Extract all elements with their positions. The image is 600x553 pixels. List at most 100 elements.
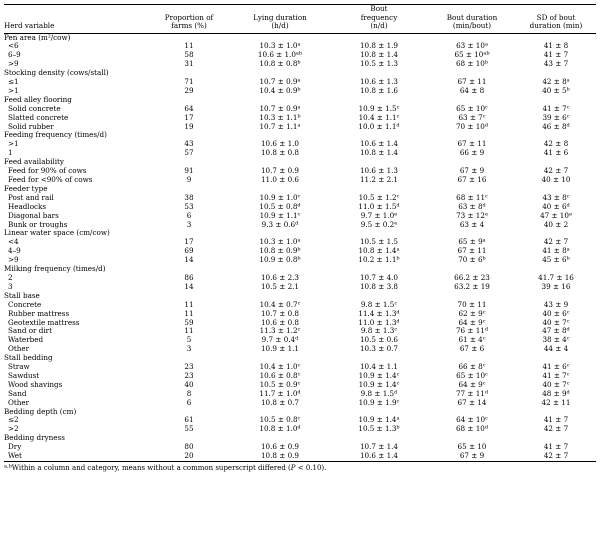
bout-duration-value: 67 ± 9 <box>459 451 485 461</box>
bout-frequency-value: 10.6 ± 1.3 <box>359 166 399 176</box>
lying-duration-cell: 10.6 ± 0.9 <box>230 442 330 452</box>
bout-duration-cell: 77 ± 11d <box>428 389 516 399</box>
table-row: 6–9 58 10.6 ± 1.0ab 10.8 ± 1.4 65 ± 10ab 41 ±… <box>4 50 596 60</box>
significance-superscript: c <box>297 326 301 333</box>
lying-duration-value: 10.8 ± 0.8 <box>259 59 298 69</box>
table-row: 2 86 10.6 ± 2.3 10.7 ± 4.0 66.2 ± 23 41.7 ± 1… <box>4 273 596 283</box>
row-label: >1 <box>8 139 19 149</box>
significance-superscript: c <box>482 318 486 324</box>
sd-bout-duration-value: 40 ± 6 <box>542 201 567 211</box>
bout-duration-cell: 65 ± 10ab <box>428 50 516 60</box>
significance-superscript: a <box>297 104 301 111</box>
bout-frequency-cell: 10.5 ± 1.2c <box>330 193 428 203</box>
row-label: ≤2 <box>8 415 19 425</box>
table-row: >9 14 10.9 ± 0.8b 10.2 ± 1.1b 70 ± 6b 45 ± 6b <box>4 255 596 265</box>
header-herd-variable: Herd variable <box>4 21 55 30</box>
significance-superscript: c <box>566 193 570 200</box>
sd-bout-duration-cell: 41 ± 6c <box>516 362 596 372</box>
sd-bout-duration-cell: 40 ± 5b <box>516 86 596 96</box>
proportion-cell: 8 <box>186 388 192 398</box>
bout-duration-cell: 70 ± 11 <box>428 300 516 310</box>
table-footnote: a,bWithin a column and category, means w… <box>4 464 596 473</box>
bout-frequency-cell: 11.4 ± 1.3d <box>330 309 428 319</box>
table-row: 4–9 69 10.8 ± 0.9b 10.8 ± 1.4a 67 ± 11 41 ± 8… <box>4 246 596 256</box>
bout-frequency-cell: 9.8 ± 1.5c <box>330 300 428 310</box>
lying-duration-cell: 10.9 ± 0.8b <box>230 255 330 265</box>
row-label: Rubber mattress <box>8 308 70 318</box>
sd-bout-duration-value: 45 ± 6 <box>542 255 567 265</box>
proportion-cell: 71 <box>184 77 194 87</box>
lying-duration-cell: 10.5 ± 0.8d <box>230 201 330 212</box>
significance-superscript: e <box>394 220 398 227</box>
table-row: <6 11 10.3 ± 1.0a 10.8 ± 1.9 63 ± 10a 41 ± 8 <box>4 41 596 51</box>
lying-duration-cell: 10.6 ± 0.8c <box>230 371 330 381</box>
sd-bout-duration-cell: 41 ± 7 <box>516 50 596 60</box>
category-label: Stall base <box>4 290 40 300</box>
sd-bout-duration-value: 40 ± 7 <box>542 317 567 327</box>
significance-superscript: e <box>394 211 398 218</box>
lying-duration-cell: 10.6 ± 2.3 <box>230 273 330 283</box>
significance-superscript: a <box>297 122 301 129</box>
category-label: Linear water space (cm/cow) <box>4 228 110 238</box>
sd-bout-duration-value: 48 ± 9 <box>542 388 567 398</box>
bout-duration-value: 63 ± 7 <box>458 112 483 122</box>
bout-duration-value: 63 ± 8 <box>458 201 483 211</box>
proportion-cell: 19 <box>184 121 194 131</box>
bout-frequency-cell: 10.0 ± 1.1d <box>330 122 428 132</box>
proportion-cell: 23 <box>184 370 194 380</box>
lying-duration-value: 10.7 ± 1.1 <box>259 121 298 131</box>
bout-frequency-value: 10.5 ± 0.6 <box>359 335 399 345</box>
proportion-cell: 6 <box>186 397 192 407</box>
significance-superscript: c <box>566 113 570 120</box>
bout-frequency-value: 10.4 ± 1.1 <box>358 112 397 122</box>
significance-superscript: c <box>482 335 486 342</box>
significance-superscript: d <box>566 202 570 209</box>
table-row: Geotextile mattress 59 10.6 ± 0.8 11.0 ± 1.… <box>4 317 596 328</box>
row-label: Diagonal bars <box>8 210 59 220</box>
proportion-cell: 43 <box>184 139 194 149</box>
lying-duration-cell: 10.8 ± 0.9b <box>230 246 330 256</box>
sd-bout-duration-cell: 44 ± 4 <box>516 344 596 354</box>
bout-frequency-value: 11.0 ± 1.5 <box>358 201 397 211</box>
row-label: <6 <box>8 41 19 51</box>
lying-duration-cell: 10.6 ± 0.8 <box>230 318 330 328</box>
row-label: Sawdust <box>8 370 40 380</box>
bout-frequency-cell: 10.9 ± 1.9c <box>330 398 428 408</box>
sd-bout-duration-cell: 40 ± 6d <box>516 201 596 212</box>
bout-frequency-cell: 10.5 ± 0.6 <box>330 335 428 345</box>
category-row: Linear water space (cm/cow) <box>4 229 596 238</box>
significance-superscript: b <box>297 59 301 66</box>
significance-superscript: b <box>482 255 486 262</box>
significance-superscript: c <box>482 362 486 369</box>
proportion-cell: 6 <box>186 210 192 220</box>
lying-duration-value: 9.3 ± 0.6 <box>261 219 296 229</box>
sd-bout-duration-value: 38 ± 4 <box>542 335 567 345</box>
lying-duration-cell: 9.3 ± 0.6d <box>230 219 330 230</box>
bout-frequency-cell: 11.2 ± 2.1 <box>330 175 428 185</box>
category-label: Feeder type <box>4 183 48 193</box>
lying-duration-cell: 10.3 ± 1.0a <box>230 41 330 51</box>
lying-duration-value: 10.5 ± 0.8 <box>259 201 298 211</box>
significance-superscript: c <box>566 318 570 324</box>
row-label: Slatted concrete <box>8 112 69 122</box>
bout-duration-cell: 67 ± 11 <box>428 246 516 256</box>
row-label: Feed for 90% of cows <box>8 166 87 176</box>
lying-duration-value: 10.4 ± 1.0 <box>259 362 298 372</box>
bout-frequency-cell: 10.6 ± 1.4 <box>330 139 428 149</box>
significance-superscript: d <box>484 326 489 333</box>
significance-superscript: b <box>396 424 400 431</box>
bout-frequency-cell: 10.2 ± 1.1b <box>330 255 428 265</box>
row-label: Headlocks <box>8 201 47 211</box>
proportion-cell: 17 <box>184 237 194 247</box>
lying-duration-value: 10.6 ± 0.9 <box>260 442 300 452</box>
sd-bout-duration-value: 47 ± 10 <box>540 210 569 220</box>
category-row: Pen area (m²/cow) <box>4 33 596 42</box>
proportion-cell: 31 <box>184 59 194 69</box>
sd-bout-duration-cell: 43 ± 8c <box>516 193 596 203</box>
significance-superscript: c <box>566 380 570 387</box>
bout-duration-cell: 68 ± 10d <box>428 424 516 434</box>
bout-duration-value: 68 ± 10 <box>455 424 485 434</box>
sd-bout-duration-value: 41 ± 8 <box>543 41 569 51</box>
sd-bout-duration-value: 41 ± 6 <box>543 148 569 158</box>
bout-frequency-cell: 10.3 ± 0.7 <box>330 344 428 354</box>
